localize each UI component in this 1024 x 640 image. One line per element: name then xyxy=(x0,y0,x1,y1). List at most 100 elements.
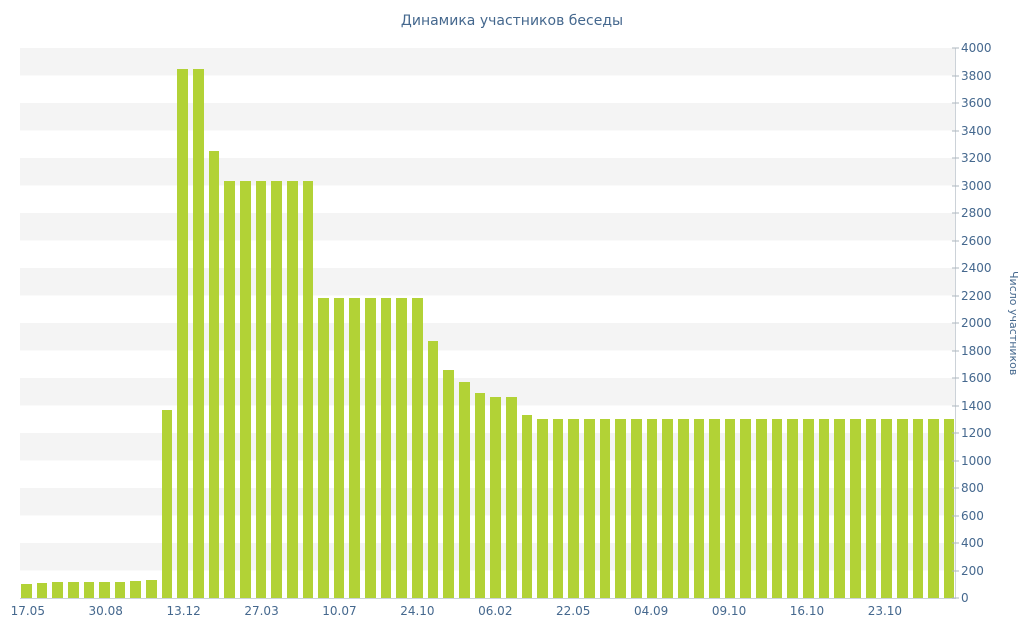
y-tick-label: 3800 xyxy=(961,68,992,83)
y-tick-label: 3200 xyxy=(961,151,992,165)
y-tick-label: 1200 xyxy=(961,426,992,440)
bar[interactable] xyxy=(255,181,267,598)
bar[interactable] xyxy=(224,181,235,598)
x-tick-label: 23.10 xyxy=(867,604,903,618)
y-tick-label: 3000 xyxy=(961,178,992,193)
y-tick-label: 1400 xyxy=(961,398,992,413)
bar[interactable] xyxy=(208,151,220,598)
bar[interactable] xyxy=(146,580,157,598)
x-tick-label: 24.10 xyxy=(400,604,435,618)
bar[interactable] xyxy=(52,582,63,598)
bar[interactable] xyxy=(458,382,470,598)
bar[interactable] xyxy=(662,419,673,598)
bar[interactable] xyxy=(193,68,204,598)
bar[interactable] xyxy=(787,419,799,598)
y-tick-label: 2000 xyxy=(961,316,992,330)
bar[interactable] xyxy=(505,397,517,598)
y-tick-label: 2400 xyxy=(961,261,992,275)
bar[interactable] xyxy=(818,419,830,598)
y-tick-label: 2800 xyxy=(961,206,992,220)
bar[interactable] xyxy=(646,419,658,598)
y-tick-label: 3600 xyxy=(961,96,992,110)
bar[interactable] xyxy=(130,580,142,598)
bar[interactable] xyxy=(896,419,908,598)
bar[interactable] xyxy=(239,181,251,598)
bar[interactable] xyxy=(928,419,939,598)
y-tick-label: 2200 xyxy=(961,288,992,303)
y-tick-label: 3400 xyxy=(961,123,992,138)
bar[interactable] xyxy=(865,419,877,598)
bar[interactable] xyxy=(99,581,110,598)
x-tick-label: 09.10 xyxy=(711,604,747,618)
bar[interactable] xyxy=(724,419,736,598)
bars xyxy=(21,48,955,598)
bar[interactable] xyxy=(114,581,126,598)
bar[interactable] xyxy=(709,419,720,598)
bar[interactable] xyxy=(552,419,564,598)
y-tick-label: 2600 xyxy=(961,233,992,248)
y-tick-label: 800 xyxy=(961,481,984,495)
y-tick-label: 1600 xyxy=(961,371,992,385)
y-tick-label: 0 xyxy=(961,591,969,605)
bar[interactable] xyxy=(271,181,282,598)
bar[interactable] xyxy=(490,397,501,598)
bar[interactable] xyxy=(83,581,95,598)
x-tick-label: 06.02 xyxy=(478,604,513,618)
bar[interactable] xyxy=(599,419,611,598)
bar[interactable] xyxy=(912,419,924,598)
bar[interactable] xyxy=(881,419,892,598)
bar[interactable] xyxy=(21,584,32,598)
x-tick-label: 13.12 xyxy=(166,604,201,618)
bar[interactable] xyxy=(177,68,189,598)
y-tick-label: 200 xyxy=(961,563,984,578)
bar[interactable] xyxy=(286,181,298,598)
bar[interactable] xyxy=(740,419,752,598)
bar[interactable] xyxy=(849,419,861,598)
bar[interactable] xyxy=(365,298,376,598)
x-axis-labels: 17.05 30.08 13.12 27.03 10.07 24.10 06.02 22.05… xyxy=(11,602,955,622)
bar[interactable] xyxy=(537,419,548,598)
bar[interactable] xyxy=(67,581,79,598)
bar[interactable] xyxy=(161,409,173,598)
bar[interactable] xyxy=(521,415,533,598)
bar[interactable] xyxy=(584,419,595,598)
bar[interactable] xyxy=(943,419,955,598)
bar[interactable] xyxy=(396,298,408,598)
bar[interactable] xyxy=(693,419,705,598)
x-tick-label: 17.05 xyxy=(10,604,45,618)
bar[interactable] xyxy=(302,181,314,598)
bar[interactable] xyxy=(349,298,361,598)
bar[interactable] xyxy=(474,393,486,598)
x-tick-label: 30.08 xyxy=(88,604,123,618)
y-tick-label: 1000 xyxy=(961,453,992,468)
x-tick-label: 10.07 xyxy=(322,604,357,618)
bar[interactable] xyxy=(380,298,392,598)
bar[interactable] xyxy=(630,419,642,598)
bar[interactable] xyxy=(803,419,814,598)
bar[interactable] xyxy=(568,419,580,598)
x-tick-label: 22.05 xyxy=(556,604,591,618)
bar[interactable] xyxy=(427,340,439,598)
bar[interactable] xyxy=(677,419,689,598)
x-tick-label: 16.10 xyxy=(789,604,825,618)
y-tick-label: 4000 xyxy=(961,41,992,55)
bar[interactable] xyxy=(615,419,626,598)
plot-area xyxy=(20,48,956,599)
y-tick-label: 1800 xyxy=(961,343,992,358)
bar[interactable] xyxy=(412,298,423,598)
bar[interactable] xyxy=(333,298,345,598)
chart-title: Динамика участников беседы xyxy=(400,13,624,29)
y-axis-labels: 0 200 400 600 800 1000 1200 1400 1600 1800 2000 220… xyxy=(961,41,999,605)
bar[interactable] xyxy=(36,582,48,598)
y-axis-title: Число участников xyxy=(1007,270,1020,376)
y-tick-label: 400 xyxy=(961,536,984,550)
bar[interactable] xyxy=(756,419,767,598)
x-tick-label: 04.09 xyxy=(633,604,669,618)
bar[interactable] xyxy=(443,369,454,598)
x-tick-label: 27.03 xyxy=(244,604,279,618)
bar[interactable] xyxy=(834,419,845,598)
bar[interactable] xyxy=(318,298,329,598)
bar[interactable] xyxy=(771,419,783,598)
y-tick-label: 600 xyxy=(961,508,984,523)
